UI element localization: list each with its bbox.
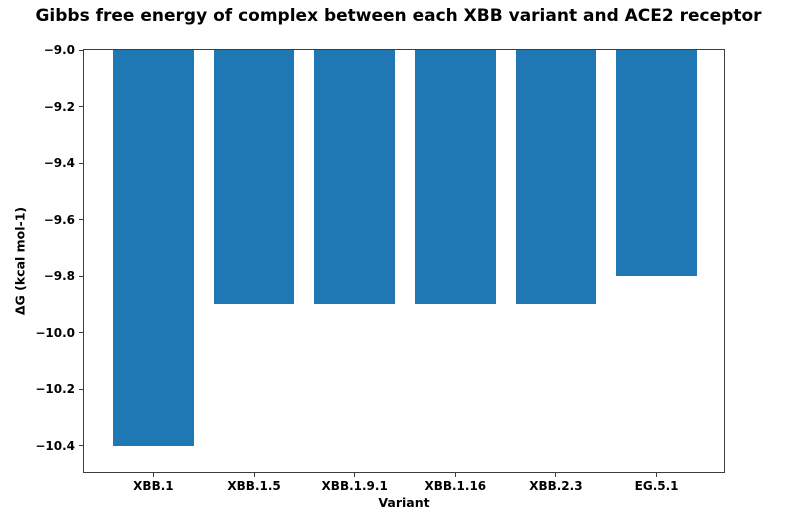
y-tick-mark — [79, 332, 83, 334]
y-tick-label: −10.2 — [35, 382, 75, 397]
bar-XBB.1.16 — [415, 50, 496, 305]
bar-EG.5.1 — [616, 50, 697, 277]
x-tick-label-XBB.2.3: XBB.2.3 — [529, 479, 583, 493]
x-tick-mark — [454, 473, 456, 477]
y-tick-mark — [79, 106, 83, 107]
x-tick-mark — [656, 473, 658, 477]
x-tick-label-XBB.1.9.1: XBB.1.9.1 — [321, 479, 388, 493]
y-tick-mark — [79, 388, 83, 390]
bar-XBB.2.3 — [515, 50, 597, 305]
y-tick-mark — [79, 445, 83, 447]
x-tick-mark — [253, 473, 255, 477]
y-tick-label: −9.6 — [43, 212, 75, 227]
bar-XBB.1.9.1 — [314, 50, 395, 305]
y-tick-label: −9.0 — [43, 43, 75, 57]
y-tick-label: −10.4 — [35, 438, 75, 453]
y-tick-mark — [79, 49, 83, 51]
y-tick-label: −10.0 — [35, 325, 75, 340]
x-tick-mark — [354, 473, 356, 477]
y-tick-label: −9.4 — [43, 156, 75, 171]
plot-area — [83, 49, 725, 473]
y-tick-label: −9.8 — [43, 269, 75, 284]
x-tick-label-XBB.1: XBB.1 — [133, 479, 174, 493]
y-tick-mark — [79, 162, 83, 164]
bar-XBB.1.5 — [213, 50, 295, 305]
y-axis-label: ΔG (kcal mol-1) — [12, 206, 28, 316]
x-tick-mark — [152, 473, 154, 477]
x-tick-label-XBB.1.5: XBB.1.5 — [227, 479, 281, 493]
x-tick-mark — [555, 473, 557, 477]
x-axis-label: Variant — [378, 495, 430, 510]
y-tick-mark — [79, 275, 83, 277]
x-tick-label-XBB.1.16: XBB.1.16 — [424, 479, 487, 493]
bar-XBB.1 — [113, 50, 194, 446]
chart-title: Gibbs free energy of complex between eac… — [35, 6, 762, 26]
y-tick-mark — [79, 219, 83, 221]
x-tick-label-EG.5.1: EG.5.1 — [634, 479, 679, 493]
y-tick-label: −9.2 — [43, 99, 75, 114]
